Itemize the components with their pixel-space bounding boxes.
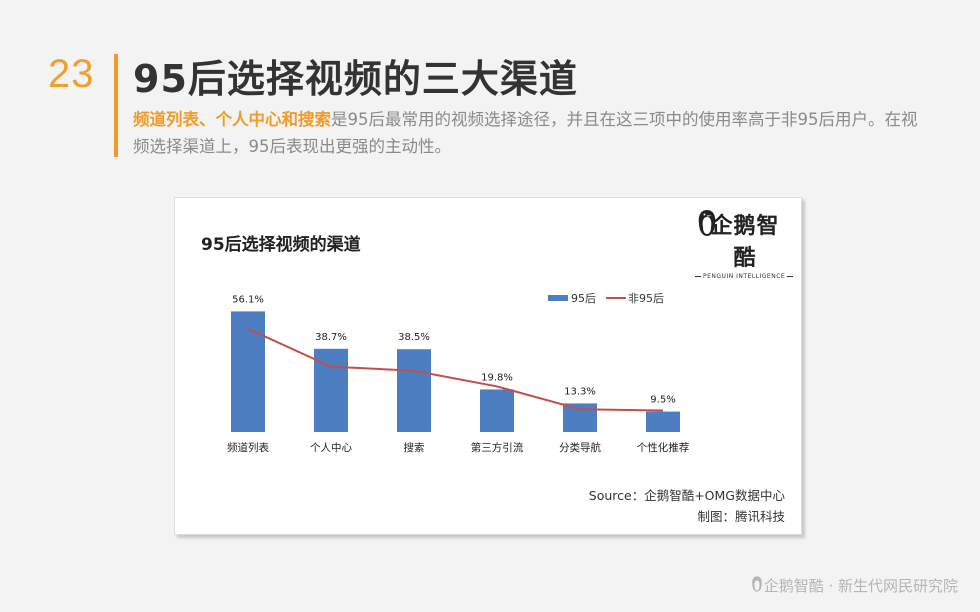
series-line [247,327,664,412]
plot-area: 56.1% 频道列表 38.7% 个人中心 38.5% 搜索 19.8% 第三方引流 13.3%… [227,294,689,454]
page-title: 95后选择视频的三大渠道 [133,57,578,101]
data-label: 9.5% [650,395,675,406]
legend-label-bar: 95后 [571,292,596,305]
title-accent-bar [114,54,118,157]
bar [397,349,431,432]
source-line: Source：企鹅智酷+OMG数据中心 [588,488,785,503]
subtitle-text: 是95后最常用的视频选择途径，并且在这三项中的使用率高于非95后用户。在视频选择… [133,110,918,156]
penguin-icon [698,210,716,236]
data-label: 38.5% [398,332,430,343]
x-tick-label: 频道列表 [227,441,269,454]
subtitle-highlight: 频道列表、个人中心和搜索 [133,110,331,129]
bar [563,403,597,432]
source-note: Source：企鹅智酷+OMG数据中心 制图：腾讯科技 [589,485,785,527]
credit-line: 制图：腾讯科技 [697,509,785,524]
penguin-icon [751,576,762,592]
bar [231,311,265,432]
chart-card: 95后选择视频的渠道 企鹅智酷 PENGUIN INTELLIGENCE 95后… [174,197,802,535]
logo: 企鹅智酷 PENGUIN INTELLIGENCE [693,208,789,280]
x-tick-label: 个人中心 [310,441,352,454]
x-tick-label: 分类导航 [559,441,601,454]
data-label: 13.3% [564,386,596,397]
data-label: 38.7% [315,332,347,343]
legend: 95后 非95后 [548,292,664,305]
page-subtitle: 频道列表、个人中心和搜索是95后最常用的视频选择途径，并且在这三项中的使用率高于… [133,106,923,160]
footer: 企鹅智酷 · 新生代网民研究院 [750,575,958,596]
logo-subtext: PENGUIN INTELLIGENCE [693,273,789,280]
legend-swatch-bar [548,295,568,301]
slide-number: 23 [48,52,95,96]
bar [480,389,514,432]
chart: 95后 非95后 56.1% 频道列表 38.7% 个人中心 38.5% 搜索 19.8% 第… [227,292,689,454]
x-tick-label: 第三方引流 [471,441,524,454]
chart-title: 95后选择视频的渠道 [201,235,361,255]
x-tick-label: 搜索 [404,441,425,454]
data-label: 56.1% [232,294,264,305]
data-label: 19.8% [481,372,513,383]
legend-label-line: 非95后 [628,292,664,305]
footer-text: 企鹅智酷 · 新生代网民研究院 [763,577,958,595]
logo-text: 企鹅智酷 [710,214,780,271]
x-tick-label: 个性化推荐 [637,441,690,454]
bar [314,348,348,432]
bar [646,411,680,432]
